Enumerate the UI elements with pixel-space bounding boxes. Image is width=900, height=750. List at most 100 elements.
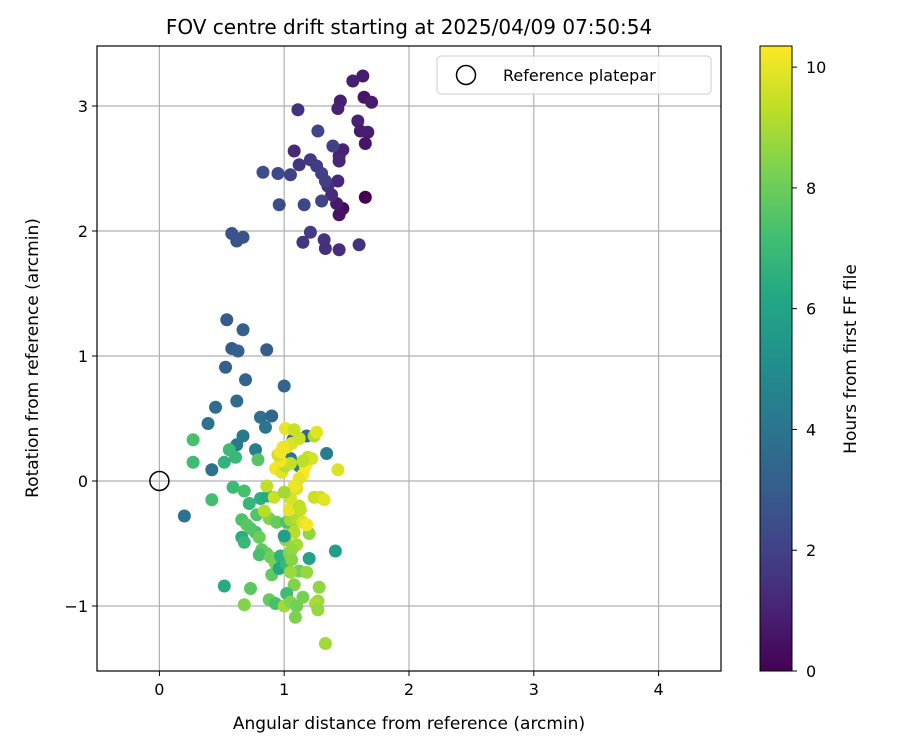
data-point [356, 69, 370, 83]
y-tick-label: −1 [64, 597, 88, 616]
data-point [177, 509, 191, 523]
y-axis-label: Rotation from reference (arcmin) [23, 218, 43, 498]
data-point [260, 479, 274, 493]
data-point [318, 637, 332, 650]
data-point [332, 154, 346, 168]
data-point [358, 190, 372, 204]
data-point [205, 493, 219, 507]
data-point [317, 493, 331, 507]
data-point [276, 440, 290, 454]
data-point [296, 590, 310, 604]
x-tick-label: 4 [654, 680, 664, 699]
colorbar-tick-label: 6 [806, 300, 816, 319]
data-point [292, 158, 306, 172]
data-points [177, 69, 379, 650]
data-point [248, 443, 262, 457]
x-tick-label: 1 [279, 680, 289, 699]
data-point [297, 198, 311, 212]
data-point [331, 102, 345, 115]
data-point [256, 165, 270, 179]
data-point [186, 433, 200, 447]
data-point [186, 455, 200, 469]
data-point [236, 323, 250, 337]
data-point [267, 490, 281, 504]
data-point [217, 579, 231, 593]
data-point [270, 515, 284, 529]
y-tick-label: 3 [78, 97, 88, 116]
data-point [358, 137, 372, 150]
data-point [219, 360, 233, 374]
data-point [287, 144, 301, 158]
data-point [236, 230, 250, 244]
x-axis-label: Angular distance from reference (arcmin) [233, 714, 585, 734]
data-point [265, 409, 279, 423]
data-point [300, 565, 314, 579]
colorbar-ticks: 0 2 4 6 8 10 [792, 58, 826, 681]
data-point [230, 394, 244, 408]
data-point [331, 174, 345, 188]
data-point [283, 565, 297, 579]
legend-entry-reference-platepar: Reference platepar [503, 66, 656, 85]
data-point [244, 522, 258, 535]
data-point [318, 242, 332, 255]
data-point [244, 582, 258, 595]
data-point [311, 124, 325, 138]
data-point [239, 373, 253, 387]
data-point [209, 400, 223, 414]
data-point [351, 114, 365, 128]
data-point [315, 194, 329, 208]
legend-marker-icon [455, 64, 477, 86]
colorbar-gradient [759, 45, 793, 672]
data-point [331, 463, 345, 477]
data-point [220, 313, 234, 327]
legend: Reference platepar [436, 55, 712, 95]
data-point [277, 485, 291, 499]
data-point [287, 423, 301, 437]
data-point [231, 344, 245, 358]
data-point [332, 243, 346, 257]
x-tick-label: 2 [404, 680, 414, 699]
data-point [328, 544, 342, 558]
legend-box [436, 55, 712, 95]
y-tick-label: 1 [78, 347, 88, 366]
colorbar-tick-label: 10 [806, 58, 826, 77]
data-point [217, 455, 231, 469]
data-point [257, 504, 271, 518]
grid-lines [97, 46, 721, 671]
data-point [352, 238, 366, 252]
data-point [302, 552, 316, 565]
data-point [237, 535, 251, 549]
x-axis-ticks: 0 1 2 3 4 [154, 671, 664, 699]
data-point [287, 525, 301, 539]
x-tick-label: 3 [529, 680, 539, 699]
data-point [282, 503, 296, 517]
colorbar-label: Hours from first FF file [841, 264, 861, 454]
data-point [251, 453, 265, 467]
data-point [332, 208, 346, 222]
colorbar-tick-label: 4 [806, 420, 816, 439]
data-point [320, 447, 334, 460]
data-point [296, 454, 310, 468]
data-point [252, 548, 266, 562]
data-point [300, 518, 314, 532]
data-point [283, 457, 297, 470]
data-point [311, 603, 325, 617]
data-point [296, 235, 310, 249]
data-point [303, 225, 317, 239]
y-tick-label: 0 [78, 472, 88, 491]
data-point [201, 417, 215, 430]
data-point [226, 480, 240, 494]
data-point [288, 610, 302, 624]
colorbar-tick-label: 8 [806, 179, 816, 198]
data-point [291, 103, 305, 117]
data-point [237, 484, 251, 498]
y-axis-ticks: −1 0 1 2 3 [64, 97, 97, 616]
data-point [258, 420, 272, 434]
reference-platepar-marker [149, 470, 170, 492]
data-point [260, 343, 274, 357]
colorbar-tick-label: 0 [806, 662, 816, 681]
data-point [277, 529, 291, 543]
data-point [312, 580, 326, 594]
data-point [292, 472, 306, 485]
